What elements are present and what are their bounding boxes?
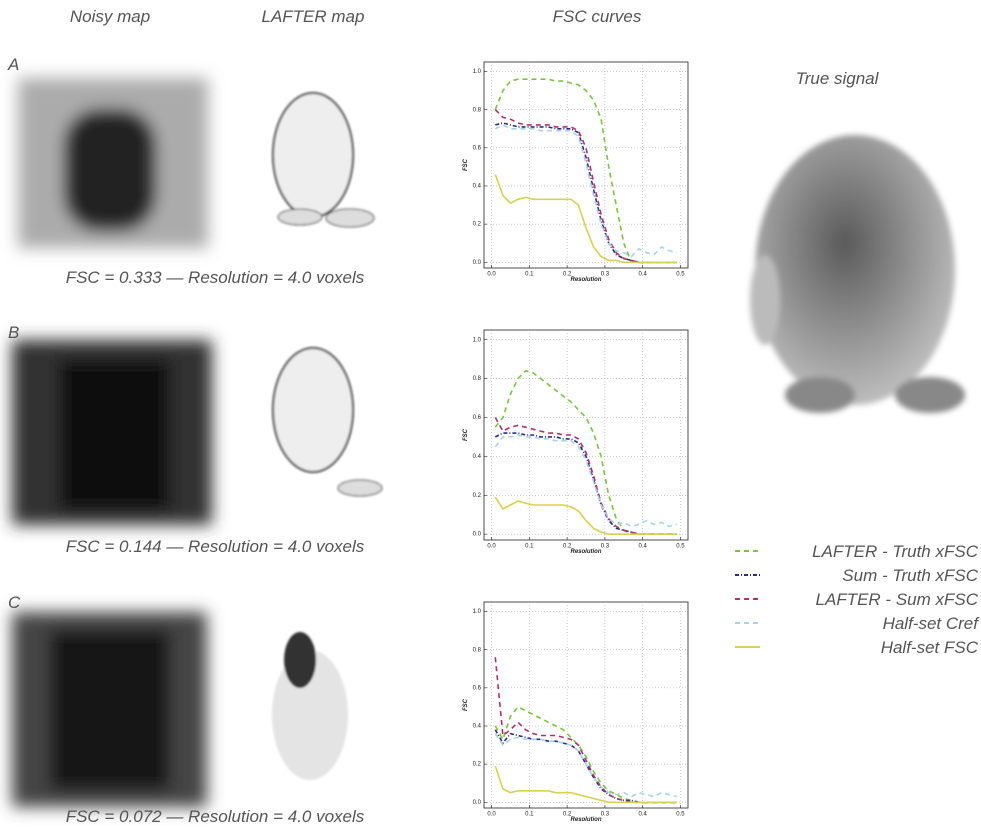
panel-caption: FSC = 0.072 — Resolution = 4.0 voxels: [66, 807, 365, 826]
x-axis-label: Resolution: [571, 817, 602, 823]
legend-label: Half-set FSC: [881, 638, 979, 657]
x-tick-label: 0.5: [676, 812, 685, 818]
y-axis-label: FSC: [463, 158, 469, 171]
x-tick-label: 0.1: [525, 272, 534, 278]
y-tick-label: 0.6: [473, 415, 482, 421]
x-tick-label: 0.3: [601, 812, 610, 818]
series-line: [494, 496, 677, 535]
legend-label: Half-set Cref: [883, 614, 981, 633]
y-axis-label: FSC: [463, 698, 469, 711]
x-tick-label: 0.5: [676, 272, 685, 278]
series-line: [494, 417, 677, 535]
y-tick-label: 0.8: [473, 107, 482, 113]
y-tick-label: 0.4: [473, 454, 482, 460]
x-tick-label: 0.4: [638, 812, 647, 818]
x-tick-label: 0.1: [525, 544, 534, 550]
y-tick-label: 1.0: [473, 69, 482, 75]
x-tick-label: 0.2: [563, 272, 572, 278]
x-tick-label: 0.5: [676, 544, 685, 550]
y-axis-label: FSC: [463, 428, 469, 441]
y-tick-label: 0.6: [473, 685, 482, 691]
y-tick-label: 0.2: [473, 222, 482, 228]
x-tick-label: 0.1: [525, 812, 534, 818]
legend-label: LAFTER - Truth xFSC: [812, 542, 979, 561]
x-tick-label: 0.3: [601, 272, 610, 278]
series-line: [494, 434, 677, 528]
y-tick-label: 0.6: [473, 145, 482, 151]
y-tick-label: 1.0: [473, 337, 482, 343]
x-axis-label: Resolution: [571, 549, 602, 555]
legend: LAFTER - Truth xFSC Sum - Truth xFSC LAFTE…: [735, 542, 980, 657]
y-tick-label: 0.4: [473, 724, 482, 730]
series-line: [494, 78, 677, 264]
panel-caption: FSC = 0.144 — Resolution = 4.0 voxels: [66, 537, 365, 556]
column-header: Noisy map: [70, 7, 150, 26]
x-tick-label: 0.4: [638, 544, 647, 550]
x-tick-label: 0.0: [487, 812, 496, 818]
x-axis-label: Resolution: [571, 277, 602, 283]
y-tick-label: 0.2: [473, 762, 482, 768]
series-line: [494, 369, 677, 535]
plot-area: [483, 61, 689, 269]
y-tick-label: 0.4: [473, 184, 482, 190]
y-tick-label: 0.0: [473, 260, 482, 266]
column-header: FSC curves: [553, 7, 642, 26]
x-tick-label: 0.0: [487, 544, 496, 550]
x-tick-label: 0.4: [638, 272, 647, 278]
series-line: [494, 733, 677, 798]
column-header: LAFTER map: [262, 7, 365, 26]
x-tick-label: 0.3: [601, 544, 610, 550]
legend-label: Sum - Truth xFSC: [842, 566, 978, 585]
y-tick-label: 0.2: [473, 493, 482, 499]
series-line: [494, 432, 677, 535]
series-line: [494, 174, 677, 264]
panel-letter: B: [8, 323, 19, 342]
y-tick-label: 0.8: [473, 376, 482, 382]
x-tick-label: 0.0: [487, 272, 496, 278]
plot-area: [483, 329, 689, 541]
panel-letter: A: [7, 55, 19, 74]
plot-area: [483, 601, 689, 809]
legend-label: LAFTER - Sum xFSC: [816, 590, 979, 609]
true-signal-label: True signal: [796, 69, 880, 88]
series-line: [494, 765, 677, 804]
true-signal-image: [750, 135, 965, 413]
series-line: [494, 123, 677, 258]
y-tick-label: 0.0: [473, 800, 482, 806]
noisy-map: [12, 78, 212, 807]
x-tick-label: 0.2: [563, 544, 572, 550]
x-tick-label: 0.2: [563, 812, 572, 818]
y-tick-label: 1.0: [473, 609, 482, 615]
y-tick-label: 0.0: [473, 532, 482, 538]
panel-letter: C: [8, 593, 21, 612]
lafter-map: [272, 92, 383, 780]
y-tick-label: 0.8: [473, 647, 482, 653]
panel-caption: FSC = 0.333 — Resolution = 4.0 voxels: [66, 268, 365, 287]
